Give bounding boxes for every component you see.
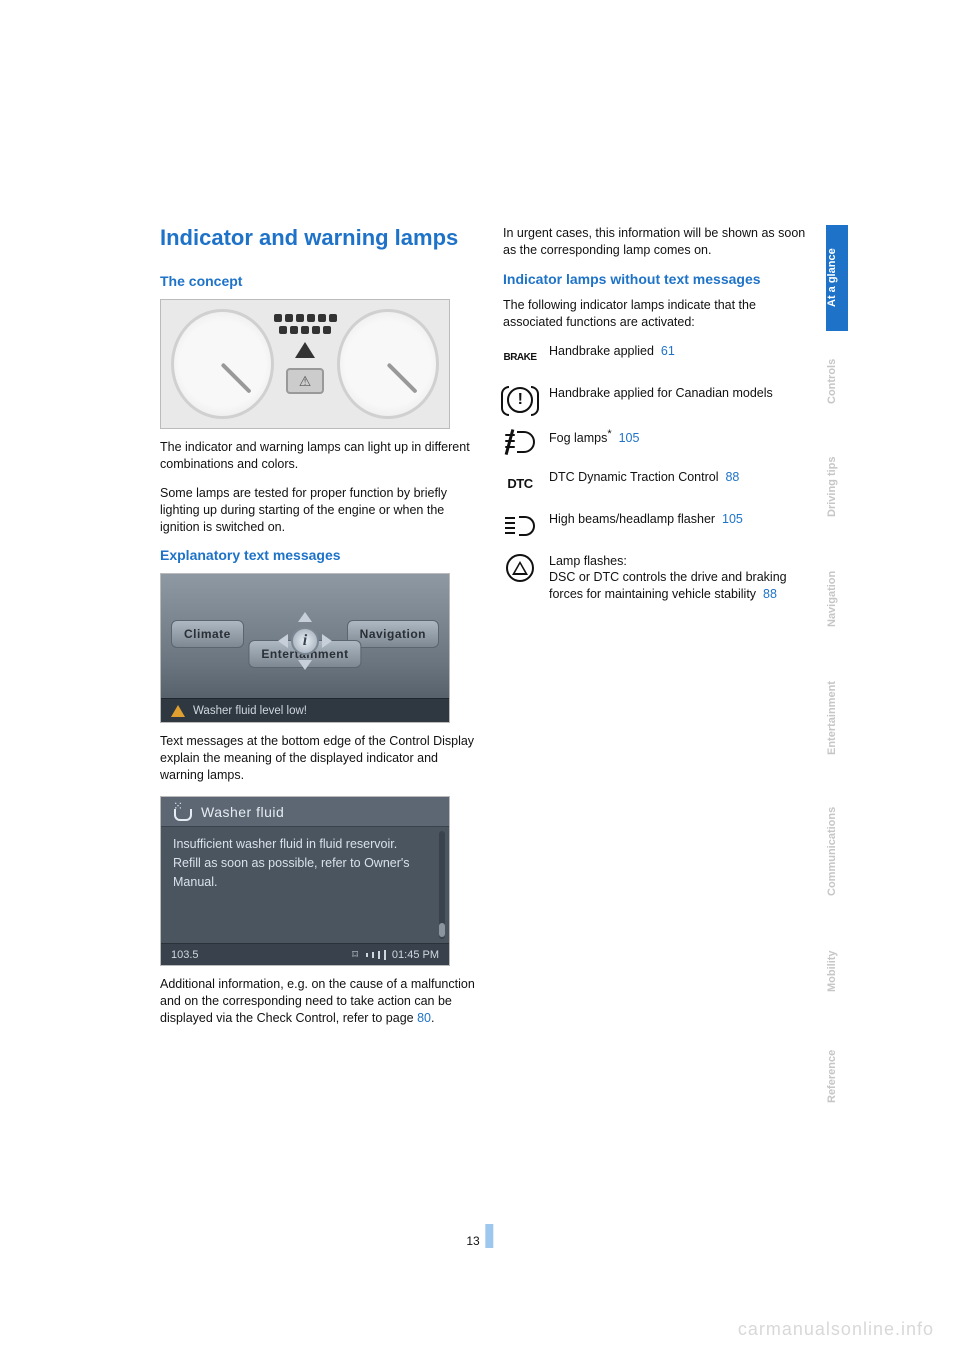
washer-header: Washer fluid (161, 797, 449, 827)
warning-triangle-icon (295, 342, 315, 358)
status-time: 01:45 PM (392, 949, 439, 961)
indicator-lamp-row: High beams/headlamp flasher 105 (503, 511, 818, 541)
washer-fluid-icon (171, 803, 191, 821)
figure-instrument-cluster (160, 299, 450, 429)
page-reference[interactable]: 80 (417, 1011, 431, 1025)
lamp-description: DSC or DTC controls the drive and brakin… (549, 570, 787, 601)
page-number-bar (486, 1224, 494, 1248)
left-column: Indicator and warning lamps The concept (160, 225, 475, 1039)
indicator-led-row (274, 314, 337, 322)
page: At a glanceControlsDriving tipsNavigatio… (0, 0, 960, 1358)
high-beam-icon (503, 511, 537, 541)
section-tab[interactable]: Entertainment (826, 655, 848, 781)
lamp-description: High beams/headlamp flasher (549, 512, 715, 526)
lamp-text: DTC Dynamic Traction Control 88 (549, 469, 739, 486)
indicator-lamp-table: BRAKE Handbrake applied 61! Handbrake appl… (503, 343, 818, 604)
paragraph: Some lamps are tested for proper functio… (160, 485, 475, 536)
heading-indicator-lamps: Indicator lamps without text messages (503, 271, 818, 287)
idrive-hub-center: i (291, 627, 319, 655)
figure-washer-detail: Washer fluid Insufficient washer fluid i… (160, 796, 450, 966)
paragraph: Text messages at the bottom edge of the … (160, 733, 475, 784)
warning-triangle-icon (171, 705, 185, 717)
section-tab[interactable]: Mobility (826, 921, 848, 1021)
page-number: 13 (466, 1234, 479, 1248)
right-column: In urgent cases, this information will b… (503, 225, 848, 1039)
idrive-option-climate: Climate (171, 620, 244, 648)
brake-canadian-icon: ! (503, 385, 537, 415)
page-reference[interactable]: 105 (722, 512, 743, 526)
gauge-cluster (161, 300, 449, 428)
paragraph: The following indicator lamps indicate t… (503, 297, 818, 331)
lamp-text: High beams/headlamp flasher 105 (549, 511, 743, 528)
section-tab[interactable]: Controls (826, 331, 848, 431)
heading-concept: The concept (160, 273, 475, 289)
idrive-status-bar: Washer fluid level low! (161, 698, 449, 722)
lamp-text: Lamp flashes: DSC or DTC controls the dri… (549, 553, 818, 604)
lamp-description: Handbrake applied for Canadian models (549, 386, 773, 400)
section-tab[interactable]: Communications (826, 781, 848, 921)
dsc-warning-icon (503, 553, 537, 583)
cluster-mini-display (286, 368, 324, 394)
indicator-lamp-row: BRAKE Handbrake applied 61 (503, 343, 818, 373)
washer-title: Washer fluid (201, 804, 284, 820)
indicator-lamp-row: Fog lamps* 105 (503, 427, 818, 457)
page-reference[interactable]: 88 (763, 587, 777, 601)
page-reference[interactable]: 61 (661, 344, 675, 358)
page-number-wrap: 13 (466, 1224, 493, 1248)
paragraph: The indicator and warning lamps can ligh… (160, 439, 475, 473)
dtc-text-icon: DTC (503, 469, 537, 499)
idrive-status-text: Washer fluid level low! (193, 705, 307, 717)
idrive-hub: i (278, 614, 332, 668)
page-title: Indicator and warning lamps (160, 225, 475, 251)
status-frequency: 103.5 (171, 949, 199, 961)
center-indicator-stack (274, 308, 337, 420)
heading-explanatory: Explanatory text messages (160, 547, 475, 563)
footnote-star: * (607, 428, 611, 440)
lamp-description: Lamp flashes: (549, 554, 627, 568)
lamp-text: Handbrake applied 61 (549, 343, 675, 360)
bluetooth-icon: ⌑ (352, 948, 358, 961)
section-tab[interactable]: Navigation (826, 543, 848, 655)
section-tab[interactable]: At a glance (826, 225, 848, 331)
figure-idrive-menu: Climate Navigation Entertainment i (160, 573, 450, 723)
signal-icon (366, 950, 386, 960)
idrive-main-area: Climate Navigation Entertainment i (161, 574, 449, 698)
paragraph: Additional information, e.g. on the caus… (160, 976, 475, 1027)
section-tabs: At a glanceControlsDriving tipsNavigatio… (826, 225, 848, 1131)
content-columns: Indicator and warning lamps The concept (160, 225, 848, 1039)
lamp-text: Handbrake applied for Canadian models (549, 385, 773, 402)
indicator-lamp-row: DTC DTC Dynamic Traction Control 88 (503, 469, 818, 499)
lamp-text: Fog lamps* 105 (549, 427, 639, 447)
idrive-screen: Climate Navigation Entertainment i (161, 574, 449, 722)
speedometer-dial (171, 309, 274, 419)
washer-status-bar: 103.5 ⌑ 01:45 PM (161, 943, 449, 965)
page-reference[interactable]: 88 (725, 470, 739, 484)
fog-lamp-icon (503, 427, 537, 457)
paragraph: In urgent cases, this information will b… (503, 225, 818, 259)
washer-body: Insufficient washer fluid in fluid reser… (161, 827, 449, 895)
arrow-right-icon (322, 634, 332, 648)
section-tab[interactable]: Reference (826, 1021, 848, 1131)
indicator-lamp-row: ! Handbrake applied for Canadian models (503, 385, 818, 415)
arrow-down-icon (298, 660, 312, 670)
tachometer-dial (337, 309, 440, 419)
text-fragment: . (431, 1011, 434, 1025)
washer-line: Refill as soon as possible, refer to Own… (173, 854, 437, 892)
lamp-description: Fog lamps (549, 431, 607, 445)
washer-line: Insufficient washer fluid in fluid reser… (173, 835, 437, 854)
lamp-description: DTC Dynamic Traction Control (549, 470, 719, 484)
section-tab[interactable]: Driving tips (826, 431, 848, 543)
arrow-left-icon (278, 634, 288, 648)
scrollbar (439, 831, 445, 939)
indicator-led-row (279, 326, 331, 334)
page-reference[interactable]: 105 (619, 431, 640, 445)
brake-text-icon: BRAKE (503, 343, 537, 373)
watermark: carmanualsonline.info (738, 1319, 934, 1340)
lamp-description: Handbrake applied (549, 344, 654, 358)
indicator-lamp-row: Lamp flashes: DSC or DTC controls the dri… (503, 553, 818, 604)
arrow-up-icon (298, 612, 312, 622)
